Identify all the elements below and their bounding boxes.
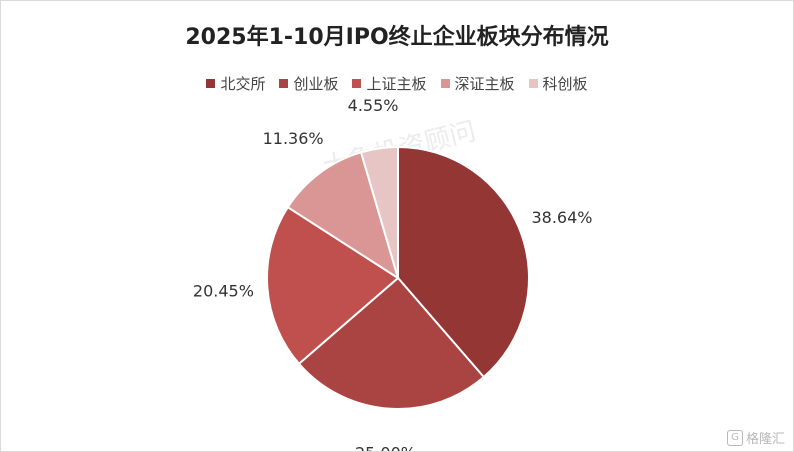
legend-swatch — [528, 79, 538, 88]
logo: G 格隆汇 — [726, 428, 785, 447]
logo-text: 格隆汇 — [745, 432, 785, 447]
logo-badge: G — [726, 429, 743, 446]
legend-label: 北交所 — [220, 75, 266, 93]
legend-swatch — [206, 79, 216, 88]
legend-item-shangzheng-main: 上证主板 — [352, 73, 427, 94]
data-label-shangzheng-main: 20.45% — [193, 281, 254, 300]
legend-label: 上证主板 — [366, 75, 427, 93]
legend-swatch — [279, 79, 289, 88]
legend-label: 科创板 — [542, 75, 588, 93]
legend-swatch — [352, 79, 362, 88]
pie-slice-kechuangban — [359, 145, 399, 279]
data-label-beijiaosuo: 38.64% — [531, 208, 592, 227]
legend-item-beijiaosuo: 北交所 — [206, 73, 265, 94]
legend-item-shenzheng-main: 深证主板 — [440, 73, 515, 94]
legend-swatch — [440, 79, 450, 88]
pie-slice-beijiaosuo — [397, 145, 530, 379]
legend-item-chuangyeban: 创业板 — [279, 73, 338, 94]
pie-slice-chuangyeban — [297, 276, 486, 410]
legend-label: 创业板 — [293, 75, 339, 93]
legend-item-kechuangban: 科创板 — [528, 73, 588, 94]
data-label-shenzheng-main: 11.36% — [263, 129, 324, 148]
pie-slice-shenzheng-main — [286, 151, 400, 281]
chart-legend: 北交所 创业板 上证主板 深证主板 科创板 — [1, 73, 793, 94]
legend-label: 深证主板 — [454, 75, 515, 93]
pie-slice-shangzheng-main — [266, 205, 400, 366]
data-label-chuangyeban: 25.00% — [355, 444, 416, 451]
data-label-kechuangban: 4.55% — [348, 96, 399, 115]
chart-title: 2025年1-10月IPO终止企业板块分布情况 — [185, 25, 609, 50]
